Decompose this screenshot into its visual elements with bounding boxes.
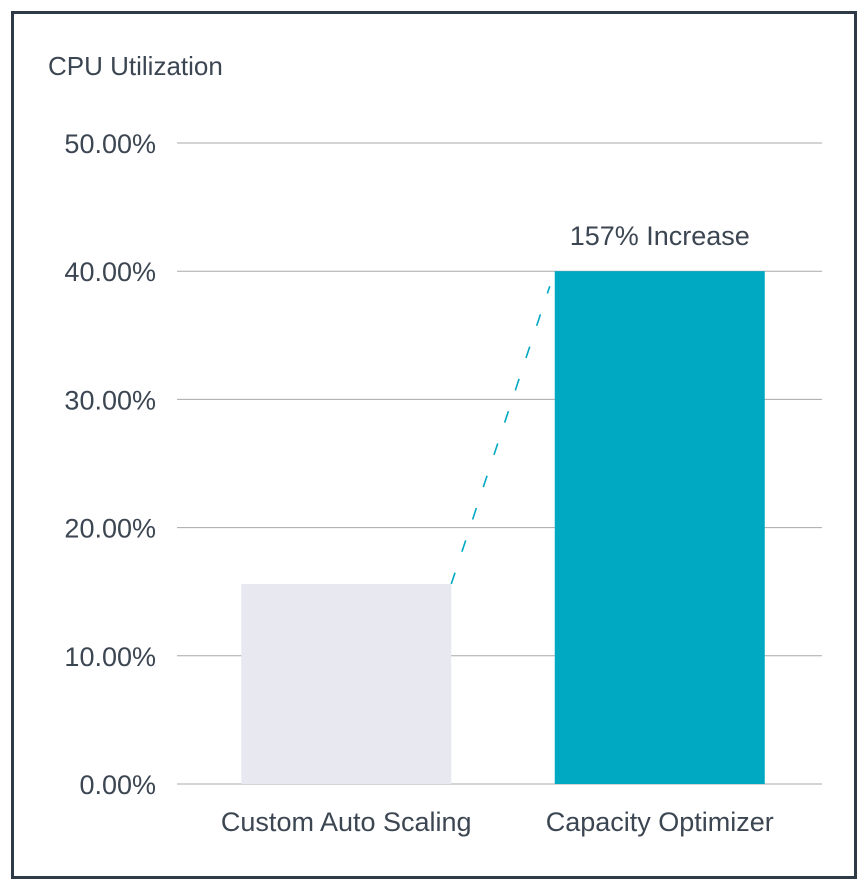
y-tick-label: 10.00% [64, 642, 156, 672]
category-label: Capacity Optimizer [546, 807, 774, 837]
y-tick-label: 20.00% [64, 514, 156, 544]
bar-2 [554, 271, 765, 784]
y-axis-ticks: 0.00% 10.00% 20.00% 30.00% 40.00% 50.00% [64, 129, 156, 800]
category-labels: Custom Auto Scaling Capacity Optimizer [221, 807, 774, 837]
bars [241, 271, 765, 784]
increase-connector [450, 285, 551, 585]
y-tick-label: 30.00% [64, 385, 156, 415]
y-tick-label: 50.00% [64, 129, 156, 159]
bar-1 [241, 584, 452, 784]
chart-title: CPU Utilization [48, 51, 223, 81]
increase-annotation: 157% Increase [570, 221, 750, 251]
y-tick-label: 0.00% [79, 770, 156, 800]
category-label: Custom Auto Scaling [221, 807, 472, 837]
connector-line [450, 285, 551, 585]
y-tick-label: 40.00% [64, 257, 156, 287]
